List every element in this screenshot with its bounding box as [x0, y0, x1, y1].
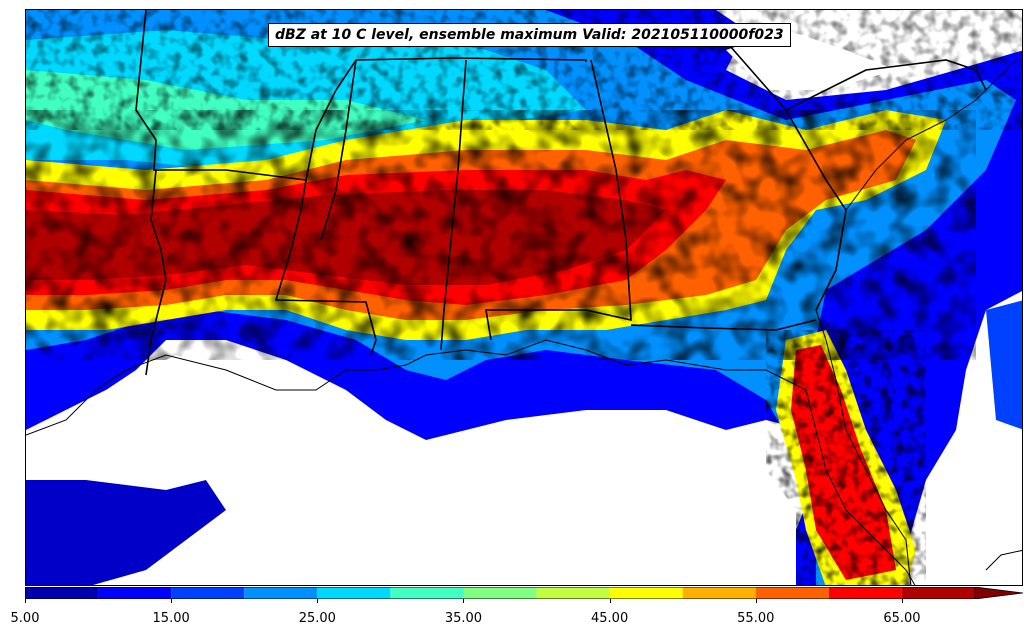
colorbar-tick-mark	[901, 599, 903, 603]
reflectivity-map: dBZ at 10 C level, ensemble maximum Vali…	[25, 9, 1023, 586]
colorbar-tick-label: 15.00	[152, 611, 190, 626]
colorbar-extend-arrow	[974, 587, 1024, 599]
political-boundaries	[135, 10, 987, 376]
colorbar-segment	[536, 587, 610, 599]
colorbar-segment	[755, 587, 829, 599]
colorbar-segment	[463, 587, 537, 599]
colorbar-segment	[609, 587, 683, 599]
colorbar-segment	[390, 587, 464, 599]
colorbar-segment	[25, 587, 99, 599]
colorbar-segment	[828, 587, 902, 599]
colorbar-tick-mark	[25, 599, 26, 603]
colorbar-tick-label: 55.00	[737, 611, 775, 626]
colorbar-segment	[901, 587, 975, 599]
colorbar-tick-mark	[755, 599, 757, 603]
colorbar	[25, 587, 1024, 599]
colorbar-tick-label: 25.00	[298, 611, 336, 626]
colorbar-segment	[317, 587, 391, 599]
map-canvas	[26, 10, 1022, 585]
colorbar-tick-mark	[171, 599, 173, 603]
colorbar-tick-mark	[609, 599, 611, 603]
map-title: dBZ at 10 C level, ensemble maximum Vali…	[268, 23, 791, 47]
colorbar-tick-label: 65.00	[883, 611, 921, 626]
colorbar-segment	[171, 587, 245, 599]
colorbar-segment	[98, 587, 172, 599]
colorbar-tick-label: 35.00	[444, 611, 483, 626]
colorbar-segment	[244, 587, 318, 599]
colorbar-tick-mark	[463, 599, 465, 603]
convective-cells	[26, 10, 1022, 585]
coastlines	[26, 59, 1022, 585]
colorbar-tick-label: 45.00	[591, 611, 629, 626]
colorbar-tick-mark	[317, 599, 319, 603]
colorbar-segment	[682, 587, 756, 599]
colorbar-tick-label: 5.00	[10, 611, 40, 626]
